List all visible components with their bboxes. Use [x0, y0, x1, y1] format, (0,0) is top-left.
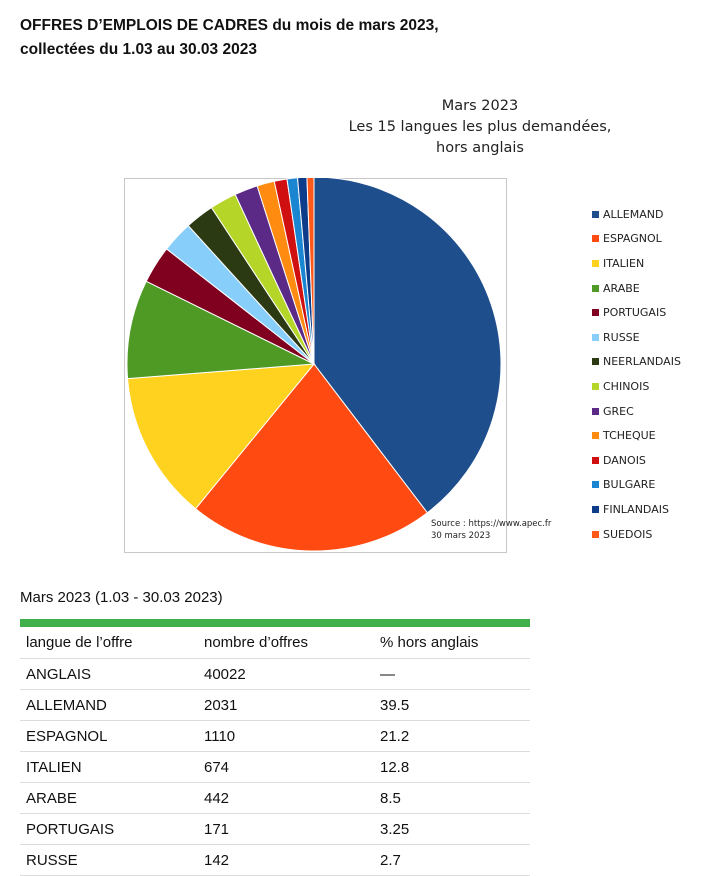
table-cell: 171 — [198, 813, 374, 845]
legend-swatch — [592, 358, 599, 366]
legend-item-bulgare: BULGARE — [592, 473, 681, 498]
page-title-line2: collectées du 1.03 au 30.03 2023 — [20, 41, 257, 58]
legend-label: FINLANDAIS — [603, 502, 669, 516]
page-title-line1: OFFRES D’EMPLOIS DE CADRES du mois de ma… — [20, 17, 439, 34]
legend-swatch — [592, 432, 599, 440]
legend-label: GREC — [603, 404, 634, 418]
legend-item-danois: DANOIS — [592, 448, 681, 473]
legend-label: RUSSE — [603, 330, 640, 344]
legend-label: CHINOIS — [603, 379, 650, 393]
legend-label: DANOIS — [603, 453, 646, 467]
table-row: ARABE 442 8.5 — [20, 782, 530, 814]
table-cell: 40022 — [198, 658, 374, 690]
pie-slice-espagnol — [194, 363, 429, 551]
chart-source-line2: 30 mars 2023 — [431, 531, 491, 541]
pie-slice-bulgare — [286, 178, 315, 365]
table-header-row: langue de l’offre nombre d’offres % hors… — [20, 627, 530, 659]
legend-label: TCHEQUE — [603, 429, 656, 443]
table-row: ITALIEN 674 12.8 — [20, 751, 530, 783]
legend-item-italien: ITALIEN — [592, 251, 681, 276]
table-header-cell: % hors anglais — [374, 627, 530, 659]
legend-item-arabe: ARABE — [592, 276, 681, 301]
legend-swatch — [592, 456, 599, 464]
table-cell: 3.25 — [374, 813, 530, 845]
table-row: ESPAGNOL 1110 21.2 — [20, 720, 530, 752]
table-cell: 442 — [198, 782, 374, 814]
table-header-cell: nombre d’offres — [198, 627, 374, 659]
legend-swatch — [592, 259, 599, 267]
legend-item-neerlandais: NEERLANDAIS — [592, 350, 681, 375]
table-cell: 1110 — [198, 720, 374, 752]
chart-title-line1: Mars 2023 — [441, 98, 519, 114]
table-caption: Mars 2023 (1.03 - 30.03 2023) — [20, 589, 223, 606]
legend-swatch — [592, 210, 599, 218]
table-cell: 39.5 — [374, 689, 530, 721]
table-row: RUSSE 142 2.7 — [20, 844, 530, 876]
pie-slice-allemand — [313, 178, 502, 514]
table-cell: — — [374, 658, 530, 690]
table-header-cell: langue de l’offre — [20, 627, 198, 659]
table-cell: ANGLAIS — [20, 658, 198, 690]
table-cell: 674 — [198, 751, 374, 783]
legend-label: ALLEMAND — [603, 207, 664, 221]
chart-title: Mars 2023 Les 15 langues les plus demand… — [300, 96, 660, 159]
legend-swatch — [592, 235, 599, 243]
legend-label: ITALIEN — [603, 256, 645, 270]
table-row: ANGLAIS 40022— — [20, 658, 530, 690]
pie-slice-arabe — [126, 280, 316, 380]
chart-source: Source : https://www.apec.fr 30 mars 202… — [431, 518, 551, 542]
legend-item-allemand: ALLEMAND — [592, 202, 681, 227]
legend-item-portugais: PORTUGAIS — [592, 300, 681, 325]
legend-item-tcheque: TCHEQUE — [592, 423, 681, 448]
legend-item-russe: RUSSE — [592, 325, 681, 350]
legend-swatch — [592, 481, 599, 489]
chart-source-line1: Source : https://www.apec.fr — [431, 519, 552, 529]
table-cell: ALLEMAND — [20, 689, 198, 721]
legend-item-finlandais: FINLANDAIS — [592, 497, 681, 522]
table-cell: 8.5 — [374, 782, 530, 814]
legend-label: BULGARE — [603, 478, 656, 492]
chart-legend: ALLEMAND ESPAGNOL ITALIEN ARABE PORTUGAIS RUS… — [592, 202, 681, 546]
legend-item-grec: GREC — [592, 399, 681, 424]
table-cell: ARABE — [20, 782, 198, 814]
data-table: langue de l’offre nombre d’offres % hors… — [20, 627, 530, 876]
legend-label: PORTUGAIS — [603, 306, 667, 320]
pie-slice-italien — [127, 363, 316, 510]
legend-item-espagnol: ESPAGNOL — [592, 227, 681, 252]
table-cell: PORTUGAIS — [20, 813, 198, 845]
page-title: OFFRES D’EMPLOIS DE CADRES du mois de ma… — [20, 14, 439, 62]
legend-item-chinois: CHINOIS — [592, 374, 681, 399]
legend-label: ESPAGNOL — [603, 232, 662, 246]
table-cell: 2.7 — [374, 844, 530, 876]
table-cell: ESPAGNOL — [20, 720, 198, 752]
table-header-bar — [20, 619, 530, 627]
legend-item-suedois: SUEDOIS — [592, 522, 681, 547]
legend-swatch — [592, 382, 599, 390]
table-cell: 12.8 — [374, 751, 530, 783]
legend-swatch — [592, 505, 599, 513]
table-cell: 142 — [198, 844, 374, 876]
table-cell: 21.2 — [374, 720, 530, 752]
legend-swatch — [592, 530, 599, 538]
chart-title-line3: hors anglais — [436, 140, 524, 156]
legend-swatch — [592, 333, 599, 341]
table-cell: RUSSE — [20, 844, 198, 876]
pie-chart — [126, 178, 502, 551]
chart-title-line2: Les 15 langues les plus demandées, — [348, 119, 612, 135]
table-row: ALLEMAND 2031 39.5 — [20, 689, 530, 721]
legend-swatch — [592, 309, 599, 317]
table-cell: ITALIEN — [20, 751, 198, 783]
legend-label: NEERLANDAIS — [603, 355, 681, 369]
pie-slice-suedois — [306, 178, 315, 365]
legend-swatch — [592, 407, 599, 415]
legend-swatch — [592, 284, 599, 292]
table-row: PORTUGAIS 171 3.25 — [20, 813, 530, 845]
legend-label: SUEDOIS — [603, 527, 653, 541]
table-cell: 2031 — [198, 689, 374, 721]
pie-slice-finlandais — [297, 178, 315, 365]
legend-label: ARABE — [603, 281, 640, 295]
